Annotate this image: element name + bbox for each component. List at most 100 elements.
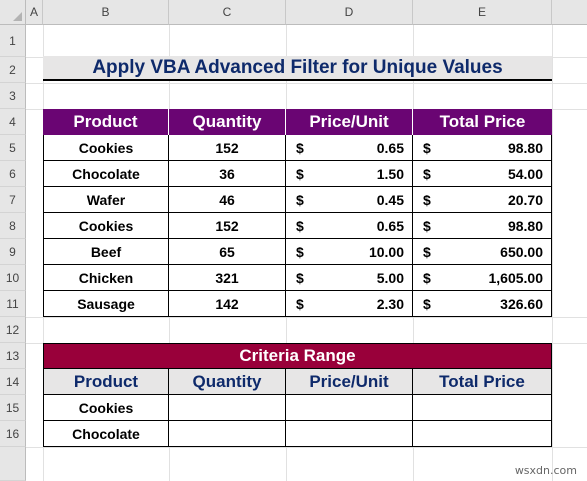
column-header-f[interactable] xyxy=(552,0,587,25)
row-header-13[interactable]: 13 xyxy=(0,343,26,369)
price-value: 0.45 xyxy=(376,191,404,208)
currency-symbol: $ xyxy=(296,191,304,208)
gridline xyxy=(552,25,553,481)
row-header-10[interactable]: 10 xyxy=(0,265,26,291)
currency-symbol: $ xyxy=(423,243,431,260)
criteria-cell-total-price[interactable] xyxy=(413,395,552,421)
price-value: 5.00 xyxy=(376,269,404,286)
gridline xyxy=(26,317,587,318)
row-header-6[interactable]: 6 xyxy=(0,161,26,187)
currency-symbol: $ xyxy=(296,139,304,156)
criteria-cell-product[interactable]: Chocolate xyxy=(44,421,169,447)
row-header-8[interactable]: 8 xyxy=(0,213,26,239)
cell-quantity[interactable]: 321 xyxy=(169,265,286,291)
criteria-header-product[interactable]: Product xyxy=(44,369,169,395)
row-header-7[interactable]: 7 xyxy=(0,187,26,213)
cell-total-price[interactable]: $54.00 xyxy=(413,161,552,187)
total-value: 326.60 xyxy=(500,295,543,312)
column-header-c[interactable]: C xyxy=(169,0,286,25)
cell-product[interactable]: Sausage xyxy=(44,291,169,317)
cell-total-price[interactable]: $650.00 xyxy=(413,239,552,265)
cell-total-price[interactable]: $1,605.00 xyxy=(413,265,552,291)
cell-price-unit[interactable]: $2.30 xyxy=(286,291,413,317)
cell-product[interactable]: Chicken xyxy=(44,265,169,291)
watermark: wsxdn.com xyxy=(514,464,577,477)
cell-total-price[interactable]: $20.70 xyxy=(413,187,552,213)
sheet-title[interactable]: Apply VBA Advanced Filter for Unique Val… xyxy=(43,56,552,81)
cell-quantity[interactable]: 46 xyxy=(169,187,286,213)
criteria-cell-price-unit[interactable] xyxy=(286,421,413,447)
cell-price-unit[interactable]: $0.45 xyxy=(286,187,413,213)
row-header-5[interactable]: 5 xyxy=(0,135,26,161)
row-header-14[interactable]: 14 xyxy=(0,369,26,395)
total-value: 54.00 xyxy=(507,165,543,182)
header-total-price[interactable]: Total Price xyxy=(413,109,552,135)
cell-price-unit[interactable]: $1.50 xyxy=(286,161,413,187)
cell-total-price[interactable]: $98.80 xyxy=(413,213,552,239)
select-all-corner[interactable] xyxy=(0,0,26,25)
row-header-12[interactable]: 12 xyxy=(0,317,26,343)
cell-price-unit[interactable]: $10.00 xyxy=(286,239,413,265)
currency-symbol: $ xyxy=(423,217,431,234)
row-header-3[interactable]: 3 xyxy=(0,83,26,109)
gridline xyxy=(26,447,587,448)
column-header-e[interactable]: E xyxy=(413,0,552,25)
column-header-d[interactable]: D xyxy=(286,0,413,25)
cell-total-price[interactable]: $326.60 xyxy=(413,291,552,317)
row-header-1[interactable]: 1 xyxy=(0,25,26,57)
row-header-16[interactable]: 16 xyxy=(0,421,26,447)
price-value: 0.65 xyxy=(376,217,404,234)
cell-product[interactable]: Chocolate xyxy=(44,161,169,187)
criteria-cell-price-unit[interactable] xyxy=(286,395,413,421)
currency-symbol: $ xyxy=(423,191,431,208)
cell-total-price[interactable]: $98.80 xyxy=(413,135,552,161)
currency-symbol: $ xyxy=(423,269,431,286)
cell-price-unit[interactable]: $0.65 xyxy=(286,213,413,239)
data-table-body: Cookies 152 $0.65 $98.80 Chocolate 36 $1… xyxy=(43,135,552,317)
criteria-cell-product[interactable]: Cookies xyxy=(44,395,169,421)
total-value: 20.70 xyxy=(507,191,543,208)
price-value: 2.30 xyxy=(376,295,404,312)
header-product[interactable]: Product xyxy=(43,109,169,135)
cell-quantity[interactable]: 152 xyxy=(169,213,286,239)
total-value: 1,605.00 xyxy=(488,269,544,286)
column-header-b[interactable]: B xyxy=(43,0,169,25)
row-header-15[interactable]: 15 xyxy=(0,395,26,421)
header-quantity[interactable]: Quantity xyxy=(169,109,286,135)
cell-quantity[interactable]: 142 xyxy=(169,291,286,317)
cell-quantity[interactable]: 36 xyxy=(169,161,286,187)
criteria-cell-total-price[interactable] xyxy=(413,421,552,447)
currency-symbol: $ xyxy=(423,165,431,182)
criteria-range-title[interactable]: Criteria Range xyxy=(43,343,552,369)
row-header-4[interactable]: 4 xyxy=(0,109,26,135)
criteria-cell-quantity[interactable] xyxy=(169,421,286,447)
criteria-header-quantity[interactable]: Quantity xyxy=(169,369,286,395)
cell-price-unit[interactable]: $0.65 xyxy=(286,135,413,161)
total-value: 98.80 xyxy=(507,217,543,234)
column-header-a[interactable]: A xyxy=(26,0,43,25)
currency-symbol: $ xyxy=(296,217,304,234)
cell-quantity[interactable]: 65 xyxy=(169,239,286,265)
cell-price-unit[interactable]: $5.00 xyxy=(286,265,413,291)
criteria-cell-quantity[interactable] xyxy=(169,395,286,421)
cell-product[interactable]: Beef xyxy=(44,239,169,265)
total-value: 650.00 xyxy=(500,243,543,260)
cell-product[interactable]: Cookies xyxy=(44,213,169,239)
currency-symbol: $ xyxy=(296,269,304,286)
criteria-header-total-price[interactable]: Total Price xyxy=(413,369,552,395)
row-header-2[interactable]: 2 xyxy=(0,57,26,83)
cell-product[interactable]: Wafer xyxy=(44,187,169,213)
gridline xyxy=(26,83,587,84)
price-value: 1.50 xyxy=(376,165,404,182)
row-header-9[interactable]: 9 xyxy=(0,239,26,265)
header-price-unit[interactable]: Price/Unit xyxy=(286,109,413,135)
currency-symbol: $ xyxy=(296,243,304,260)
cell-product[interactable]: Cookies xyxy=(44,135,169,161)
currency-symbol: $ xyxy=(296,295,304,312)
cell-quantity[interactable]: 152 xyxy=(169,135,286,161)
currency-symbol: $ xyxy=(423,139,431,156)
currency-symbol: $ xyxy=(423,295,431,312)
criteria-header-price-unit[interactable]: Price/Unit xyxy=(286,369,413,395)
row-header-17[interactable] xyxy=(0,447,26,481)
row-header-11[interactable]: 11 xyxy=(0,291,26,317)
